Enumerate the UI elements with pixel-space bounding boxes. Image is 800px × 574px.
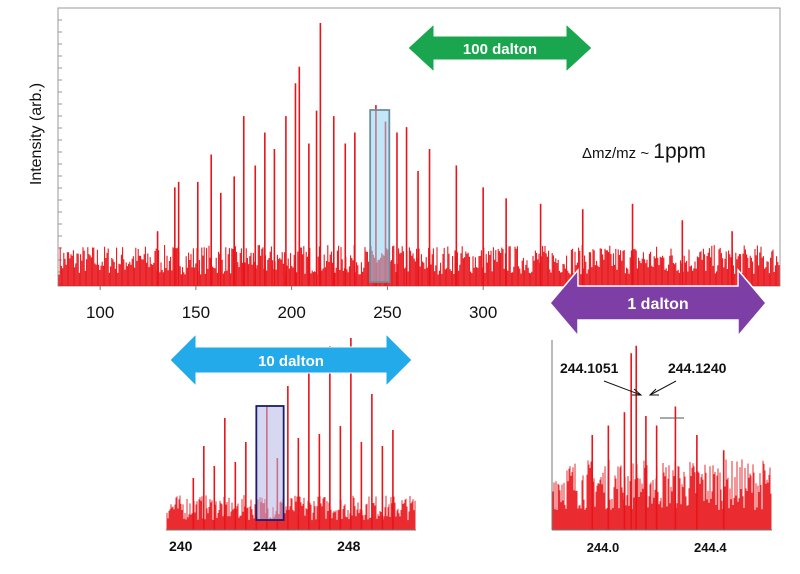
resolution-ppm-label: 1ppm [653,140,706,163]
y-axis-label: Intensity (arb.) [28,83,45,185]
peak-arrowhead-right [648,388,659,396]
zoom-1-peaks [552,345,772,530]
peak-arrow-left [603,380,642,396]
zoom10-highlight [255,405,285,521]
zoom-10-highlight-box [255,405,285,521]
main-highlight [369,109,391,283]
arrow-100-dalton-shape [407,22,593,74]
zoom10-tick-label: 244 [253,538,277,554]
peak-arrowhead-left [632,388,643,396]
main-tick-label: 100 [86,303,114,322]
zoom-1-spectrum: 244.0 244.4 [550,340,772,555]
zoom1-tick-label: 244.4 [694,540,727,555]
zoom-1-x-tick-labels: 244.0 244.4 [587,540,728,555]
resolution-annotation: Δmz/mz ~ 1ppm [582,140,706,163]
arrow-1-dalton-shape [549,267,767,339]
resolution-delta-label: Δmz/mz ~ [582,145,653,162]
zoom1-tick-label: 244.0 [587,540,620,555]
main-tick-label: 200 [277,303,305,322]
peak-label-244-1051: 244.1051 [560,360,619,376]
peak-arrow-right [649,380,677,396]
main-tick-label: 150 [182,303,210,322]
main-highlight-box [369,109,391,283]
peak-annotations: 244.1051 244.1240 [560,360,727,396]
main-y-axis [58,19,62,285]
main-x-tick-labels: 100150200250300350 [86,286,593,322]
zoom-10-x-tick-labels: 240 244 248 [169,538,361,554]
arrow-100-dalton-label: 100 dalton [463,41,537,58]
arrow-100-dalton: 100 dalton [407,22,593,74]
arrow-1-dalton: 1 dalton [549,267,767,339]
arrow-1-dalton-label: 1 dalton [627,296,688,313]
arrow-10-dalton-shape [169,332,413,388]
arrow-10-dalton-label: 10 dalton [258,353,324,370]
main-tick-label: 250 [373,303,401,322]
zoom10-tick-label: 240 [169,538,193,554]
zoom10-tick-label: 248 [337,538,361,554]
main-spectrum: 100150200250300350 Intensity (arb.) [28,7,781,322]
arrow-10-dalton: 10 dalton [169,332,413,388]
peak-label-244-1240: 244.1240 [668,360,727,376]
main-tick-label: 300 [469,303,497,322]
